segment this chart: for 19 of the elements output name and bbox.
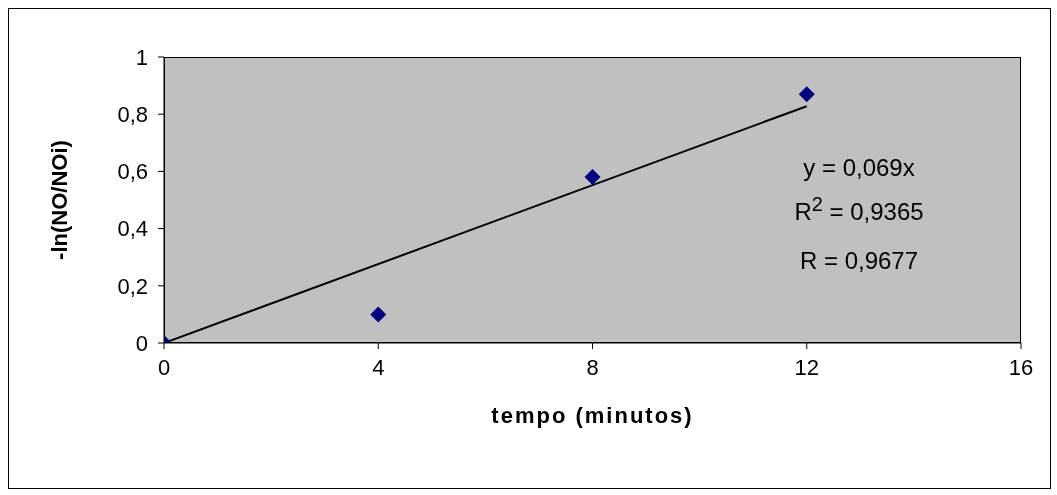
x-tick-label: 8 (586, 354, 599, 380)
y-tick-label: 0,6 (117, 159, 148, 185)
x-tick-label: 0 (157, 354, 171, 380)
y-tick-label: 0,4 (117, 216, 148, 242)
point (584, 169, 601, 186)
point (798, 86, 815, 103)
y-tick-label: 1 (135, 44, 148, 70)
x-axis-title: tempo (minutos) (491, 403, 694, 428)
annotation: R = 0,9677 (798, 246, 920, 276)
y-tick-label: 0,8 (117, 102, 148, 128)
x-tick-label: 16 (1008, 354, 1034, 380)
y-tick-label: 0 (135, 330, 148, 356)
point (370, 306, 387, 323)
y-tick-label: 0,2 (117, 273, 148, 299)
x-tick-label: 4 (372, 354, 385, 380)
y-axis-title: -ln(NO/NOi) (46, 140, 72, 260)
annotation: R$^{2}$ = 0,9365 (793, 192, 925, 227)
annotation: y = 0,069x (802, 153, 916, 183)
x-tick-label: 12 (794, 354, 819, 380)
